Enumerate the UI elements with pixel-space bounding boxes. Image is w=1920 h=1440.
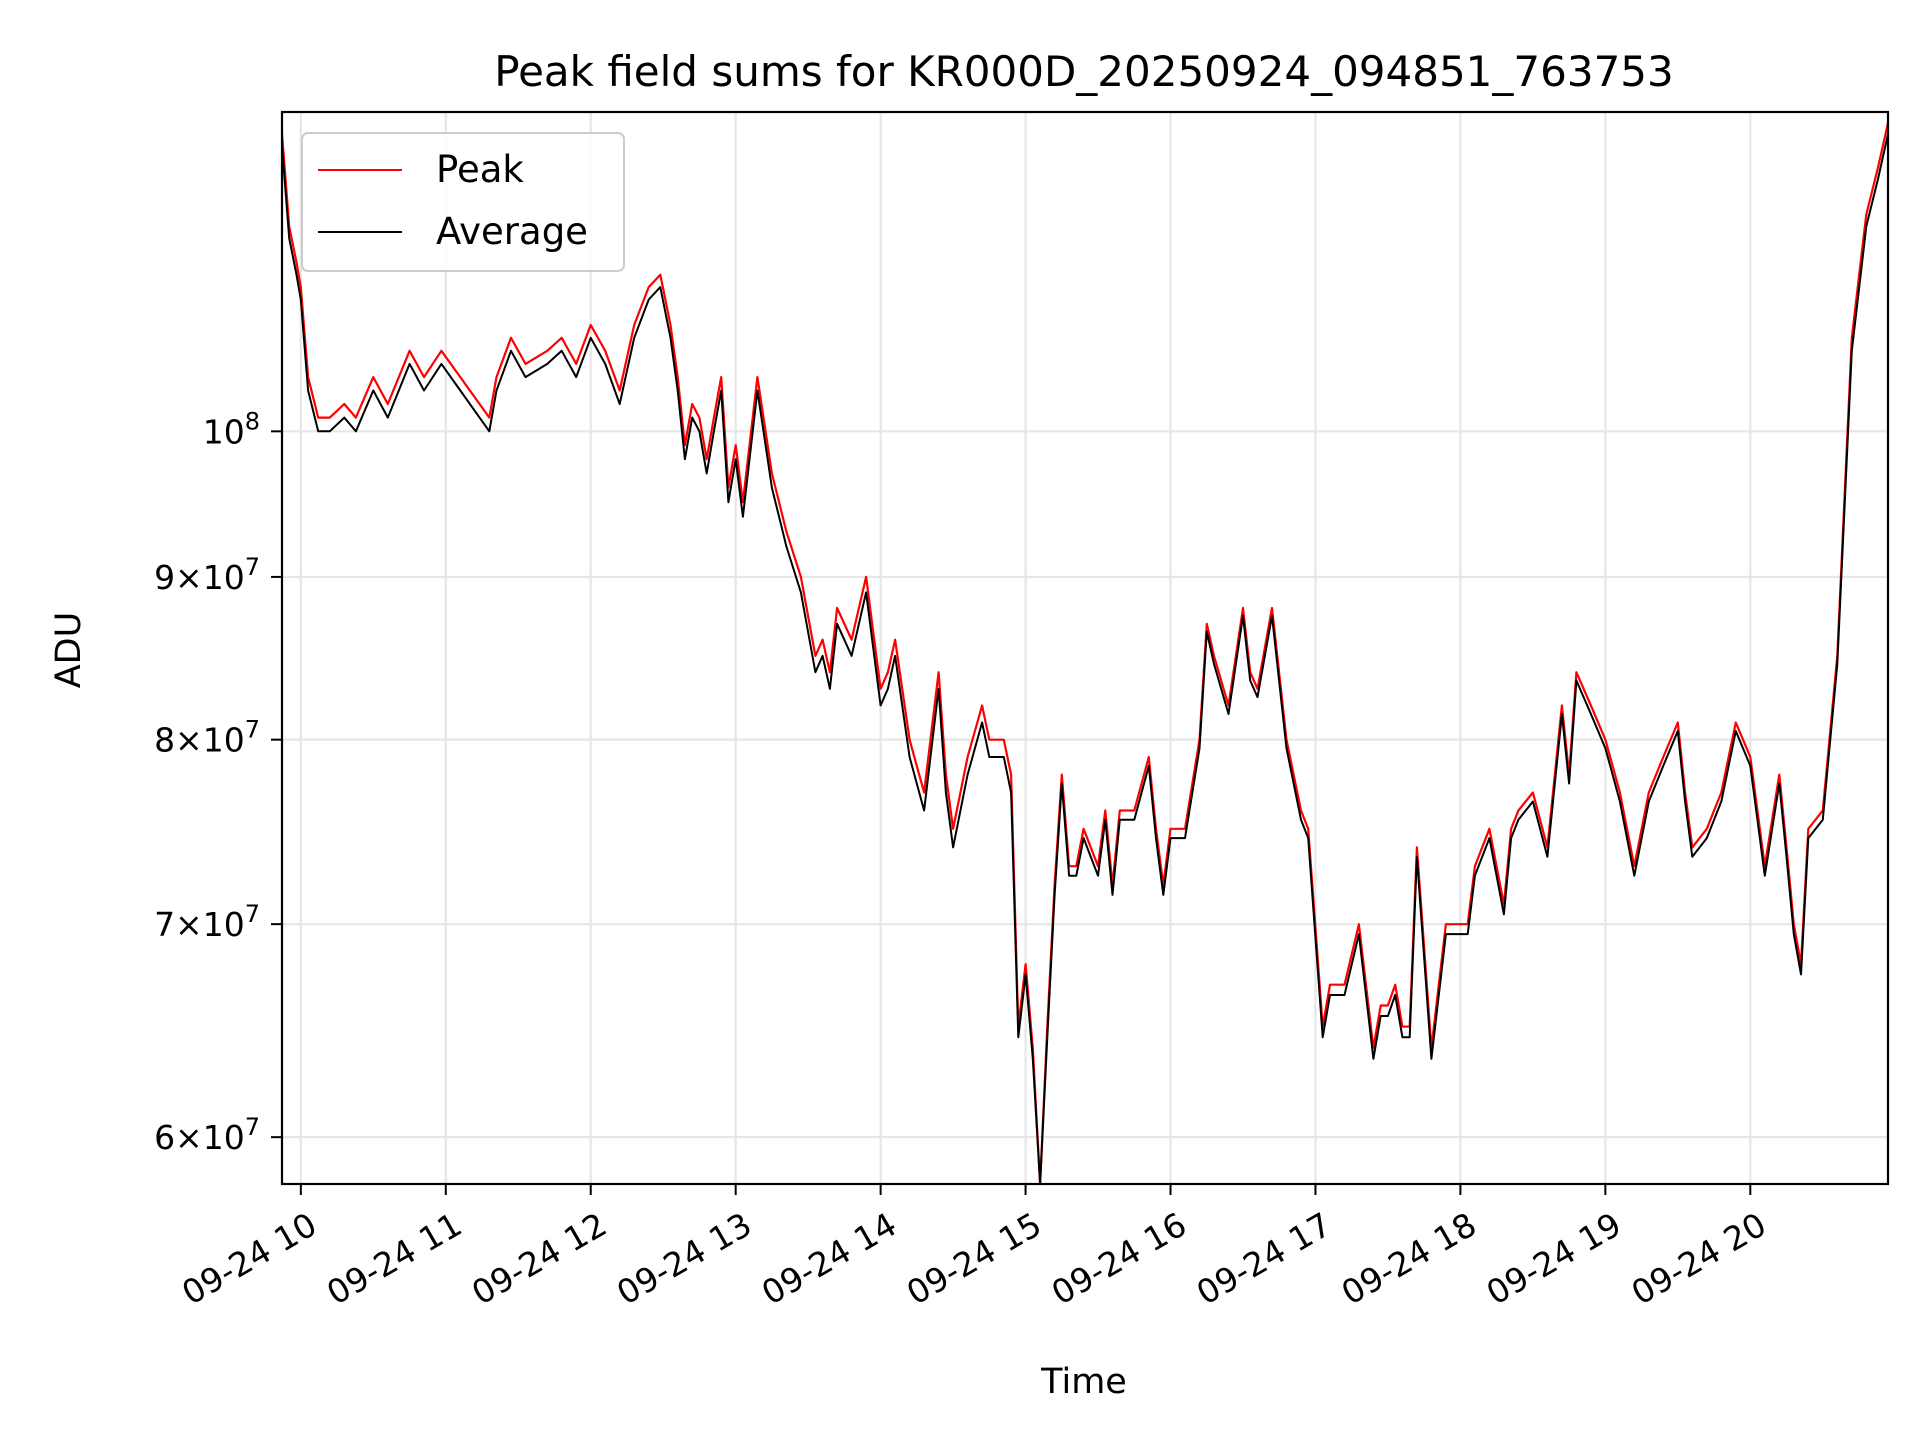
- y-tick-label: 9×107: [154, 553, 260, 597]
- y-axis-label: ADU: [49, 612, 89, 689]
- y-tick-label: 8×107: [154, 716, 260, 760]
- series-line-average: [281, 133, 1889, 1185]
- legend-box: [301, 132, 625, 272]
- series-layer: [280, 122, 1890, 1186]
- x-axis-label: Time: [1040, 1362, 1127, 1402]
- chart-title: Peak field sums for KR000D_20250924_0948…: [494, 47, 1673, 96]
- plot-frame: [280, 110, 1890, 1186]
- y-axis: 6×107 7×107 8×107 9×107 108: [154, 407, 282, 1157]
- legend-label-average: Average: [436, 210, 588, 253]
- y-tick-label: 6×107: [154, 1113, 260, 1157]
- series-line-peak: [280, 122, 1890, 1186]
- y-tick-label: 108: [203, 407, 260, 451]
- y-tick-label: 7×107: [154, 900, 260, 944]
- grid: [282, 112, 1888, 1184]
- legend: Peak Average: [301, 132, 625, 272]
- legend-label-peak: Peak: [436, 148, 524, 191]
